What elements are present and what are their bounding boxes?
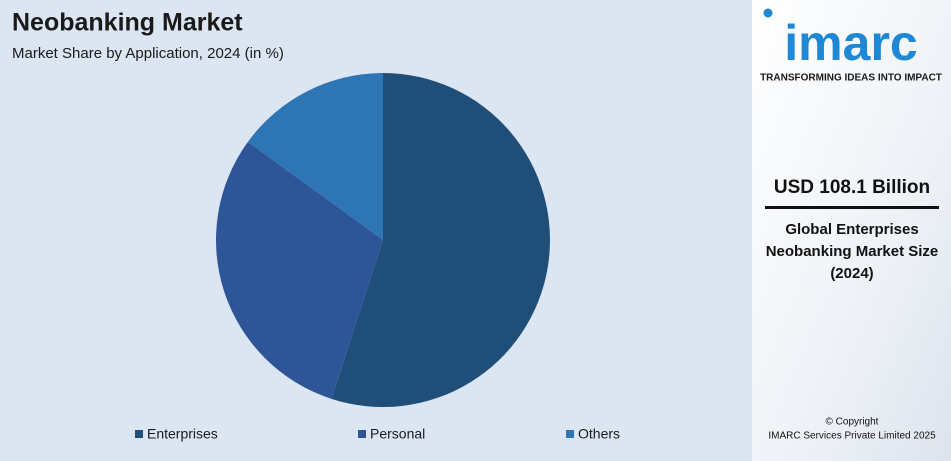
legend-label: Enterprises	[147, 426, 218, 442]
description: (2024)	[830, 265, 873, 282]
logo: imarc	[784, 15, 917, 71]
pie-slice	[247, 73, 383, 240]
legend: Enterprises Personal Others	[135, 426, 620, 442]
legend-swatch	[566, 430, 574, 438]
headline: USD 108.1 Billion	[774, 177, 930, 198]
legend-label: Others	[578, 426, 620, 442]
pie	[215, 73, 550, 407]
copyright: © Copyright	[826, 417, 879, 428]
pie-slice	[331, 73, 550, 407]
tagline: TRANSFORMING IDEAS INTO IMPACT	[760, 73, 942, 84]
description: Global Enterprises	[785, 221, 918, 238]
chart-subtitle: Market Share by Application, 2024 (in %)	[12, 45, 284, 62]
legend-swatch	[135, 430, 143, 438]
divider	[765, 206, 939, 209]
description: Neobanking Market Size	[766, 243, 939, 260]
copyright: IMARC Services Private Limited 2025	[768, 431, 936, 442]
sidebar-background	[752, 0, 951, 461]
chart-title: Neobanking Market	[12, 9, 243, 37]
pie-slice	[215, 141, 383, 399]
legend-label: Personal	[370, 426, 425, 442]
logo-dot	[763, 8, 773, 18]
legend-swatch	[358, 430, 366, 438]
